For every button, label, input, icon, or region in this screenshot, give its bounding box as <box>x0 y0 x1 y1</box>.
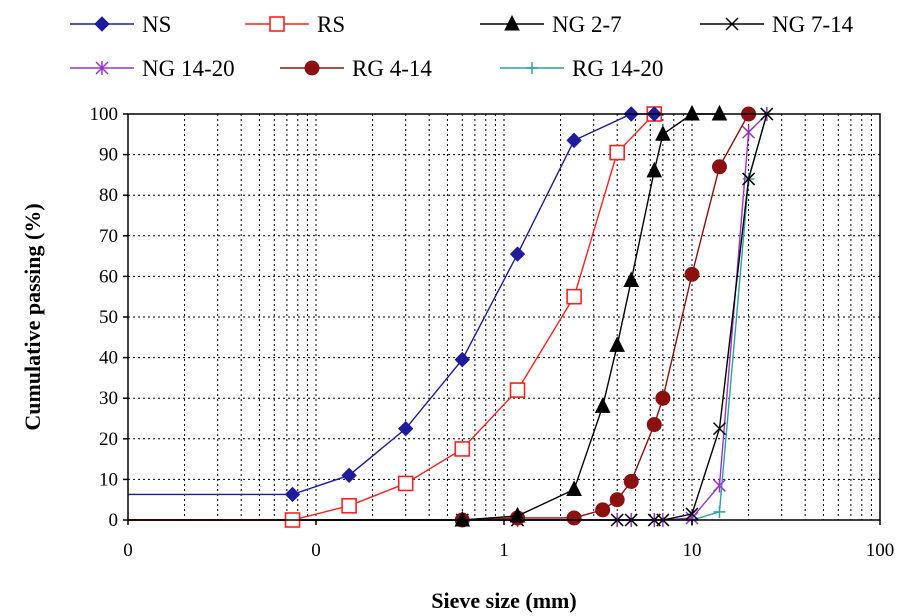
data-point-rg-14-20 <box>713 505 726 518</box>
grid <box>128 114 880 520</box>
y-tick-label: 50 <box>99 307 118 328</box>
data-point-ng-7-14 <box>712 422 727 436</box>
data-point-ng-7-14 <box>685 507 699 521</box>
y-tick-label: 90 <box>99 145 118 166</box>
data-point-ng-2-7 <box>594 397 611 413</box>
legend-marker-rg-14-20 <box>526 62 538 74</box>
data-point-ng-2-7 <box>655 125 671 141</box>
legend-item-ns: NS <box>70 12 171 37</box>
y-axis: 0 10 20 30 40 50 60 70 80 90 100 <box>90 104 128 531</box>
legend-label: NG 2-7 <box>552 12 622 37</box>
legend-label: RG 14-20 <box>572 56 663 81</box>
data-point-rg-4-14 <box>711 159 727 175</box>
legend-item-rg-4-14: RG 4-14 <box>280 56 432 81</box>
data-point-ns <box>284 486 301 503</box>
legend-item-ng-7-14: NG 7-14 <box>700 12 854 37</box>
x-tick-label: 0 <box>123 540 133 561</box>
legend: NS RS NG 2-7 NG 7-14 NG 14-20 RG 4-14 RG 14-20 <box>70 12 854 81</box>
y-tick-label: 10 <box>99 469 118 490</box>
x-tick-label: 1 <box>499 540 509 561</box>
data-point-rs <box>341 497 357 514</box>
y-tick-label: 80 <box>99 185 118 206</box>
data-point-rg-4-14 <box>623 473 639 489</box>
y-axis-title: Cumulative passing (%) <box>20 203 45 430</box>
data-point-ns <box>566 132 582 149</box>
data-point-rg-4-14 <box>595 502 611 518</box>
data-point-ng-7-14 <box>742 172 756 186</box>
data-point-ng-14-20 <box>712 478 727 493</box>
data-point-ng-2-7 <box>509 506 526 523</box>
data-point-ng-2-7 <box>711 104 728 121</box>
x-tick-label: 10 <box>683 540 702 561</box>
legend-item-rs: RS <box>245 12 345 37</box>
data-point-ns <box>454 351 470 368</box>
data-point-ng-2-7 <box>609 336 625 352</box>
series-ng-2-7 <box>128 104 728 527</box>
data-point-rg-4-14 <box>646 417 662 433</box>
y-tick-label: 60 <box>99 266 118 287</box>
data-point-ng-2-7 <box>454 510 471 527</box>
y-tick-label: 70 <box>99 226 118 247</box>
data-point-rs <box>509 382 526 398</box>
y-tick-label: 30 <box>99 388 118 409</box>
legend-marker-ng-7-14 <box>725 17 739 31</box>
data-point-ng-2-7 <box>684 104 700 121</box>
data-point-rs <box>609 144 625 161</box>
x-tick-label: 0 <box>311 540 321 561</box>
x-tick-label: 100 <box>866 540 895 561</box>
data-point-rs <box>566 288 582 305</box>
data-point-rg-4-14 <box>684 266 700 282</box>
legend-item-ng-14-20: NG 14-20 <box>70 56 235 81</box>
data-point-rs <box>397 475 414 492</box>
legend-marker-ng-14-20 <box>95 61 109 75</box>
legend-label: RS <box>317 12 345 37</box>
y-tick-label: 20 <box>99 429 118 450</box>
y-tick-label: 0 <box>109 510 119 531</box>
series-line-rg-4-14 <box>128 113 750 521</box>
legend-item-ng-2-7: NG 2-7 <box>480 12 622 37</box>
x-axis-title: Sieve size (mm) <box>431 588 576 613</box>
legend-marker-rg-4-14 <box>304 60 320 76</box>
series-rg-4-14 <box>128 106 757 528</box>
legend-label: RG 4-14 <box>352 56 432 81</box>
legend-label: NG 7-14 <box>772 12 854 37</box>
data-point-rg-4-14 <box>655 390 671 406</box>
data-point-ng-14-20 <box>742 125 756 140</box>
data-point-rg-4-14 <box>566 510 582 526</box>
y-tick-label: 40 <box>99 348 118 369</box>
data-point-ng-2-7 <box>566 480 582 497</box>
x-axis: 0 0 1 10 100 <box>123 520 894 561</box>
legend-item-rg-14-20: RG 14-20 <box>500 56 663 81</box>
legend-label: NG 14-20 <box>142 56 235 81</box>
y-tick-label: 100 <box>90 104 119 125</box>
data-point-rs <box>454 441 471 457</box>
legend-label: NS <box>142 12 171 37</box>
data-point-ng-2-7 <box>623 271 640 287</box>
legend-marker-ns <box>94 16 110 32</box>
legend-marker-ng-2-7 <box>504 14 520 31</box>
data-point-rg-4-14 <box>609 492 625 508</box>
data-point-ns <box>509 246 526 262</box>
series-layer <box>128 104 774 528</box>
data-point-ns <box>397 420 414 437</box>
data-point-ng-2-7 <box>646 161 663 178</box>
series-line-rs <box>128 113 655 521</box>
legend-marker-rs <box>269 16 285 32</box>
data-point-ns <box>341 467 357 484</box>
